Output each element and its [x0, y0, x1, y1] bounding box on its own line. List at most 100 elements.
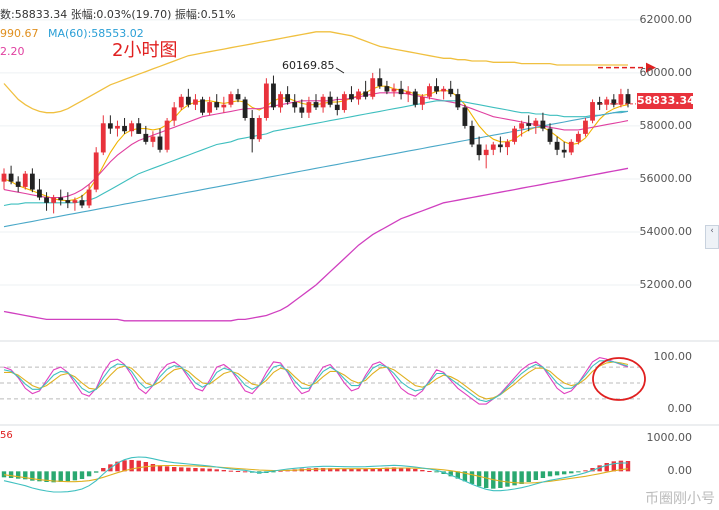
- macd-line: [3, 464, 629, 484]
- price-header: 数:58833.34 张幅:0.03%(19.70) 振幅:0.51%: [0, 8, 236, 21]
- macd-bar: [569, 471, 574, 474]
- candle-body: [100, 123, 106, 153]
- macd-bar: [384, 467, 390, 472]
- candle-body: [79, 200, 85, 206]
- candle-body: [228, 94, 234, 105]
- candle-body: [356, 91, 361, 100]
- y-tick-label: 52000.00: [639, 277, 693, 291]
- candle-body: [242, 99, 248, 118]
- kdj-line: [4, 361, 629, 400]
- candle-body: [398, 88, 404, 95]
- candle-body: [434, 86, 439, 92]
- macd-bar: [72, 471, 78, 481]
- macd-bar: [93, 471, 99, 473]
- candle-body: [547, 128, 553, 142]
- candle-body: [349, 94, 354, 100]
- candle-body: [58, 197, 64, 201]
- macd-y-tick-label: 1000.00: [646, 431, 693, 444]
- candle-body: [597, 102, 603, 105]
- macd-bar: [505, 471, 510, 487]
- collapse-sidebar-tab[interactable]: ‹: [705, 225, 719, 249]
- macd-bar: [356, 468, 361, 472]
- ma-header: 990.67 MA(60):58553.02: [0, 27, 144, 40]
- candle-body: [107, 123, 113, 129]
- macd-bar: [278, 470, 283, 472]
- macd-bar: [405, 468, 411, 472]
- candle-body: [263, 83, 269, 118]
- macd-line: [3, 456, 628, 493]
- y-tick-label: 58000.00: [639, 118, 693, 132]
- macd-bar: [604, 463, 609, 472]
- macd-bar: [37, 471, 42, 482]
- candle-body: [448, 88, 454, 95]
- macd-bar: [526, 471, 531, 482]
- candle-body: [164, 120, 170, 150]
- ma-line: [3, 100, 628, 207]
- candle-body: [256, 117, 262, 140]
- macd-bar: [547, 471, 553, 477]
- candle-body: [384, 86, 390, 92]
- candle-body: [136, 123, 142, 134]
- candle-body: [412, 91, 418, 105]
- macd-bar: [115, 461, 120, 472]
- macd-bar: [235, 471, 241, 472]
- macd-bar: [554, 471, 560, 476]
- macd-bar: [413, 469, 418, 472]
- macd-bar: [129, 460, 134, 472]
- candle-body: [51, 197, 57, 203]
- candle-body: [150, 136, 156, 142]
- candle-body: [441, 88, 447, 92]
- macd-bar: [320, 468, 326, 472]
- kdj-line: [3, 360, 629, 403]
- candle-body: [193, 99, 198, 105]
- macd-bar: [462, 471, 468, 482]
- candle-body: [37, 189, 42, 198]
- candle-body: [86, 189, 92, 206]
- candle-body: [185, 96, 191, 105]
- macd-bar: [179, 467, 184, 472]
- candle-body: [497, 144, 503, 148]
- ma-line: [3, 167, 629, 322]
- candle-body: [618, 94, 624, 105]
- candle-body: [278, 94, 283, 108]
- last-price-tag: 58833.34: [637, 93, 695, 109]
- macd-bar: [23, 471, 28, 480]
- candle-body: [178, 96, 184, 108]
- candle-body: [1, 173, 7, 182]
- y-tick-label: 54000.00: [639, 224, 693, 238]
- candle-body: [363, 91, 369, 97]
- ma-line: [3, 110, 629, 228]
- candle-body: [405, 91, 411, 95]
- candle-body: [540, 120, 546, 129]
- candle-body: [512, 128, 517, 142]
- candle-body: [235, 94, 241, 100]
- macd-bar: [448, 471, 453, 477]
- macd-bar: [86, 471, 92, 477]
- macd-bar: [164, 466, 170, 472]
- candle-body: [171, 107, 177, 121]
- macd-bar: [150, 464, 156, 472]
- macd-bar: [476, 471, 482, 487]
- macd-bar: [342, 468, 347, 472]
- candle-body: [526, 123, 532, 126]
- watermark: 币圈刚小号: [645, 491, 715, 507]
- macd-bar: [51, 471, 56, 483]
- macd-bar: [370, 468, 375, 472]
- candle-body: [370, 78, 376, 97]
- kdj-line: [3, 357, 629, 405]
- candle-body: [455, 94, 461, 108]
- candle-body: [207, 102, 213, 113]
- macd-bar: [533, 471, 539, 480]
- candle-body: [476, 144, 482, 156]
- candle-body: [292, 102, 298, 108]
- macd-bar: [30, 471, 35, 481]
- candle-body: [122, 125, 127, 132]
- candlestick-series: [1, 67, 636, 214]
- candle-body: [320, 96, 326, 108]
- candle-body: [327, 96, 333, 105]
- macd-bar: [483, 471, 489, 488]
- candle-body: [306, 102, 312, 113]
- macd-bar: [171, 467, 177, 472]
- macd-bar: [228, 470, 234, 472]
- resistance-arrowhead: [646, 62, 656, 73]
